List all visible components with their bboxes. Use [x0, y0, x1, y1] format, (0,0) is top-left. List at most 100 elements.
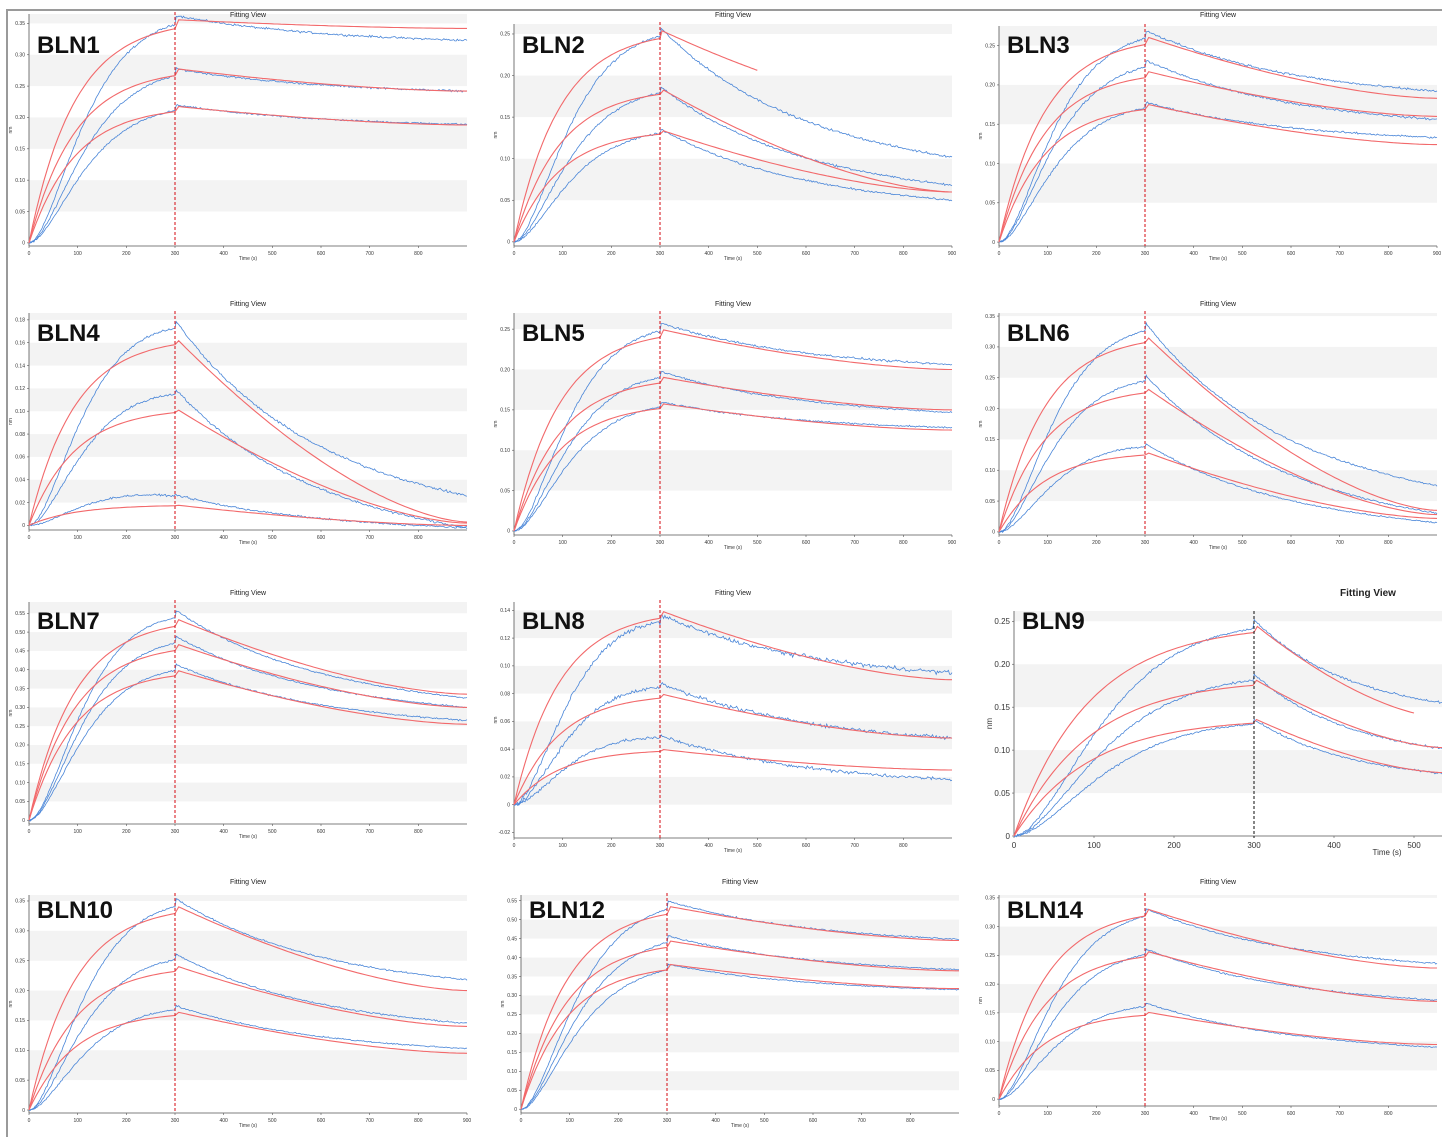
y-tick-label: 0.10 — [985, 468, 995, 474]
y-tick-label: 0.25 — [15, 84, 25, 90]
grid-band — [29, 54, 467, 87]
y-tick-label: 0.20 — [985, 83, 995, 89]
x-tick-label: 200 — [1092, 540, 1101, 546]
chart-title: Fitting View — [1200, 301, 1237, 308]
chart-title: Fitting View — [722, 879, 759, 886]
y-tick-label: 0 — [992, 1097, 995, 1103]
data-series-3 — [998, 1002, 1438, 1101]
y-tick-label: 0 — [1006, 832, 1011, 841]
x-tick-label: 400 — [704, 251, 713, 257]
fit-series-1 — [998, 337, 1438, 533]
y-tick-label: 0 — [507, 529, 510, 535]
fit-series-3 — [998, 452, 1438, 533]
fit-series-1 — [1013, 625, 1415, 837]
data-series-2 — [1013, 672, 1442, 837]
y-axis-label: nm — [8, 418, 14, 425]
y-tick-label: 0.06 — [500, 719, 510, 725]
grid-band — [521, 957, 959, 977]
x-tick-label: 700 — [365, 829, 374, 835]
grid-band — [29, 434, 467, 457]
y-tick-label: 0.10 — [994, 746, 1010, 755]
grid-band — [999, 895, 1437, 898]
y-tick-label: 0.06 — [15, 455, 25, 461]
y-tick-label: 0.20 — [15, 115, 25, 121]
panel-label: BLN9 — [1022, 608, 1085, 635]
x-tick-label: 900 — [1433, 251, 1442, 257]
y-tick-label: 0 — [514, 1107, 517, 1113]
y-tick-label: 0.25 — [500, 32, 510, 38]
panel-label: BLN14 — [1007, 897, 1084, 924]
x-tick-label: 300 — [663, 1118, 672, 1124]
chart-panel-bln8: -0.02 0 0.02 0.04 0.06 0.08 0.10 0.12 0.14 0 100 20… — [493, 590, 953, 854]
data-series-3 — [1013, 718, 1442, 837]
chart-title: Fitting View — [1200, 12, 1237, 19]
x-tick-label: 500 — [753, 540, 762, 546]
fit-series-3 — [28, 105, 467, 244]
data-series-2 — [513, 86, 953, 243]
y-tick-label: 0 — [992, 530, 995, 536]
fit-series-1 — [998, 908, 1437, 1100]
data-series-1 — [998, 30, 1438, 243]
y-tick-label: -0.02 — [499, 830, 511, 836]
data-series-2 — [28, 635, 468, 821]
y-tick-label: 0 — [507, 240, 510, 246]
x-tick-label: 300 — [1141, 540, 1150, 546]
x-tick-label: 300 — [656, 843, 665, 849]
y-tick-label: 0.04 — [500, 747, 510, 753]
fit-series-2 — [28, 966, 468, 1111]
grid-band — [1014, 611, 1442, 622]
fit-series-2 — [28, 68, 467, 244]
fit-series-1 — [28, 906, 468, 1111]
y-tick-label: 0.12 — [15, 386, 25, 392]
y-tick-label: 0.04 — [15, 477, 25, 483]
data-series-2 — [520, 935, 960, 1110]
grid-band — [29, 707, 467, 727]
data-series-2 — [513, 371, 953, 532]
x-tick-label: 600 — [317, 1118, 326, 1124]
y-tick-label: 0.25 — [985, 43, 995, 49]
x-tick-label: 400 — [704, 540, 713, 546]
chart-panel-bln9: 0 0.05 0.10 0.15 0.20 0.25 0 100 200 300 400 500 Tim… — [985, 588, 1442, 857]
y-tick-label: 0.05 — [507, 1088, 517, 1094]
grid-band — [1014, 750, 1442, 794]
y-tick-label: 0.35 — [15, 21, 25, 27]
x-tick-label: 600 — [802, 540, 811, 546]
x-tick-label: 700 — [1335, 540, 1344, 546]
grid-band — [999, 313, 1437, 317]
panel-label: BLN12 — [529, 897, 605, 924]
x-tick-label: 400 — [219, 251, 228, 257]
y-tick-label: 0.14 — [15, 363, 25, 369]
chart-title: Fitting View — [230, 12, 267, 19]
x-tick-label: 600 — [1287, 540, 1296, 546]
x-tick-label: 0 — [513, 843, 516, 849]
data-series-2 — [28, 389, 468, 529]
x-axis-label: Time (s) — [239, 540, 257, 546]
y-axis-label: nm — [500, 1001, 506, 1008]
y-axis-label: nm — [8, 710, 14, 717]
x-axis-label: Time (s) — [1209, 256, 1227, 262]
y-tick-label: 0.10 — [985, 1039, 995, 1045]
x-tick-label: 800 — [899, 843, 908, 849]
x-tick-label: 0 — [28, 251, 31, 257]
panel-label: BLN2 — [522, 32, 585, 59]
x-tick-label: 300 — [656, 251, 665, 257]
x-tick-label: 300 — [171, 251, 180, 257]
x-tick-label: 100 — [565, 1118, 574, 1124]
x-tick-label: 100 — [1043, 540, 1052, 546]
grid-band — [514, 450, 952, 491]
y-tick-label: 0 — [22, 1108, 25, 1114]
y-tick-label: 0.15 — [15, 762, 25, 768]
x-tick-label: 500 — [1238, 1111, 1247, 1117]
fit-series-3 — [513, 403, 953, 532]
grid-band — [999, 1041, 1437, 1071]
fit-series-2 — [998, 951, 1438, 1100]
fit-series-2 — [513, 89, 953, 242]
data-series-2 — [28, 953, 468, 1111]
data-series-2 — [998, 948, 1438, 1100]
y-tick-label: 0.55 — [15, 611, 25, 617]
x-tick-label: 900 — [463, 1118, 472, 1124]
x-tick-label: 500 — [1238, 251, 1247, 257]
fit-series-3 — [513, 749, 952, 806]
data-series-3 — [28, 493, 468, 529]
